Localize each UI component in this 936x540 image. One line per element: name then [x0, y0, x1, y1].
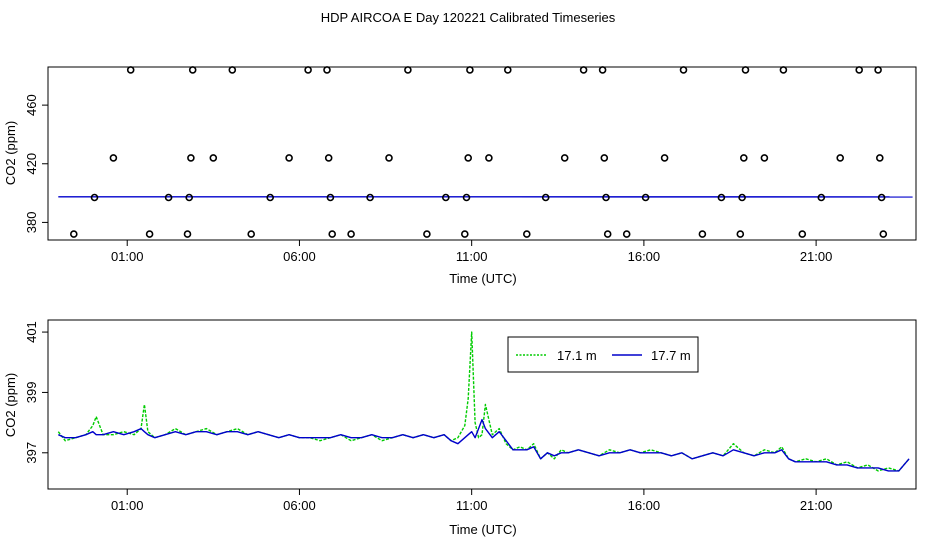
scatter-point	[185, 193, 193, 202]
scatter-point	[875, 154, 884, 162]
panel-top: 01:00 06:00 11:00 16:00 21:00 380 420 460 Time…	[3, 66, 917, 286]
scatter-point	[741, 66, 750, 74]
x-tick-label: 01:00	[111, 498, 144, 513]
panel-top-y-axis: 380 420 460	[24, 94, 48, 233]
scatter-point	[736, 230, 745, 238]
scatter-point	[304, 66, 312, 74]
scatter-point	[385, 154, 393, 162]
x-tick-label: 06:00	[283, 249, 316, 264]
series-line	[58, 418, 910, 472]
scatter-point	[324, 154, 333, 162]
panel-top-x-label: Time (UTC)	[449, 271, 516, 286]
scatter-point	[423, 230, 431, 238]
scatter-point	[602, 193, 610, 202]
scatter-point	[641, 193, 650, 202]
scatter-point	[247, 230, 255, 238]
x-tick-label: 16:00	[628, 249, 661, 264]
scatter-point	[323, 66, 331, 74]
scatter-point	[90, 193, 99, 202]
scatter-point	[209, 154, 218, 162]
panel-bottom-x-axis: 01:00 06:00 11:00 16:00 21:00	[111, 489, 832, 513]
scatter-point	[798, 230, 807, 238]
scatter-point	[460, 230, 469, 238]
y-tick-label: 401	[24, 321, 39, 343]
scatter-point	[285, 154, 293, 162]
scatter-point	[600, 154, 609, 162]
scatter-point	[738, 193, 746, 202]
scatter-point	[441, 193, 450, 202]
scatter-point	[145, 230, 154, 238]
scatter-point	[717, 193, 726, 202]
panel-bottom-y-label: CO2 (ppm)	[3, 373, 18, 437]
scatter-point	[326, 193, 335, 202]
scatter-point	[164, 193, 173, 202]
chart-title: HDP AIRCOA E Day 120221 Calibrated Times…	[321, 10, 616, 25]
y-tick-label: 399	[24, 382, 39, 404]
scatter-point	[603, 230, 612, 238]
scatter-point	[877, 193, 886, 202]
panel-top-x-axis: 01:00 06:00 11:00 16:00 21:00	[111, 240, 832, 264]
legend-label-17-7m: 17.7 m	[651, 348, 691, 363]
scatter-point	[187, 154, 195, 162]
scatter-point	[183, 230, 192, 238]
scatter-point	[366, 193, 374, 202]
scatter-point	[698, 230, 707, 238]
scatter-point	[836, 154, 845, 162]
panel-bottom: 01:00 06:00 11:00 16:00 21:00 397 399 401 Time…	[3, 319, 917, 537]
panel-bottom-series	[57, 331, 910, 472]
scatter-point	[760, 154, 769, 162]
y-tick-label: 420	[24, 153, 39, 175]
scatter-point	[466, 66, 474, 74]
scatter-point	[660, 154, 669, 162]
scatter-point	[462, 193, 471, 202]
scatter-point	[347, 230, 355, 238]
x-tick-label: 01:00	[111, 249, 144, 264]
panel-top-points	[70, 66, 888, 238]
scatter-point	[464, 154, 473, 162]
scatter-point	[126, 66, 135, 74]
scatter-point	[855, 66, 864, 74]
x-tick-label: 06:00	[283, 498, 316, 513]
scatter-point	[679, 66, 688, 74]
scatter-point	[109, 154, 118, 162]
scatter-point	[739, 154, 748, 162]
panel-bottom-y-axis: 397 399 401	[24, 321, 48, 464]
y-tick-label: 380	[24, 212, 39, 234]
legend-box	[507, 336, 699, 373]
scatter-point	[522, 230, 531, 238]
scatter-point	[485, 154, 493, 162]
scatter-point	[598, 66, 607, 74]
x-tick-label: 11:00	[456, 249, 488, 264]
x-tick-label: 11:00	[456, 498, 488, 513]
scatter-point	[188, 66, 197, 74]
legend: 17.1 m 17.7 m	[507, 336, 699, 373]
panel-bottom-x-label: Time (UTC)	[449, 522, 516, 537]
scatter-point	[328, 230, 337, 238]
scatter-point	[622, 230, 631, 238]
scatter-point	[874, 66, 882, 74]
x-tick-label: 21:00	[800, 498, 833, 513]
x-tick-label: 21:00	[800, 249, 833, 264]
scatter-point	[228, 66, 237, 74]
legend-label-17-1m: 17.1 m	[557, 348, 597, 363]
y-tick-label: 460	[24, 94, 39, 116]
scatter-point	[266, 193, 275, 202]
y-tick-label: 397	[24, 442, 39, 464]
panel-top-y-label: CO2 (ppm)	[3, 121, 18, 185]
panel-top-frame	[47, 66, 917, 241]
scatter-point	[560, 154, 569, 162]
scatter-point	[779, 66, 788, 74]
scatter-point	[503, 66, 512, 74]
x-tick-label: 16:00	[628, 498, 661, 513]
panel-bottom-frame	[47, 319, 917, 490]
scatter-point	[404, 66, 412, 74]
scatter-point	[541, 193, 550, 202]
scatter-point	[579, 66, 588, 74]
scatter-point	[70, 230, 78, 238]
series-line	[57, 331, 910, 472]
scatter-point	[879, 230, 888, 238]
scatter-point	[817, 193, 826, 202]
